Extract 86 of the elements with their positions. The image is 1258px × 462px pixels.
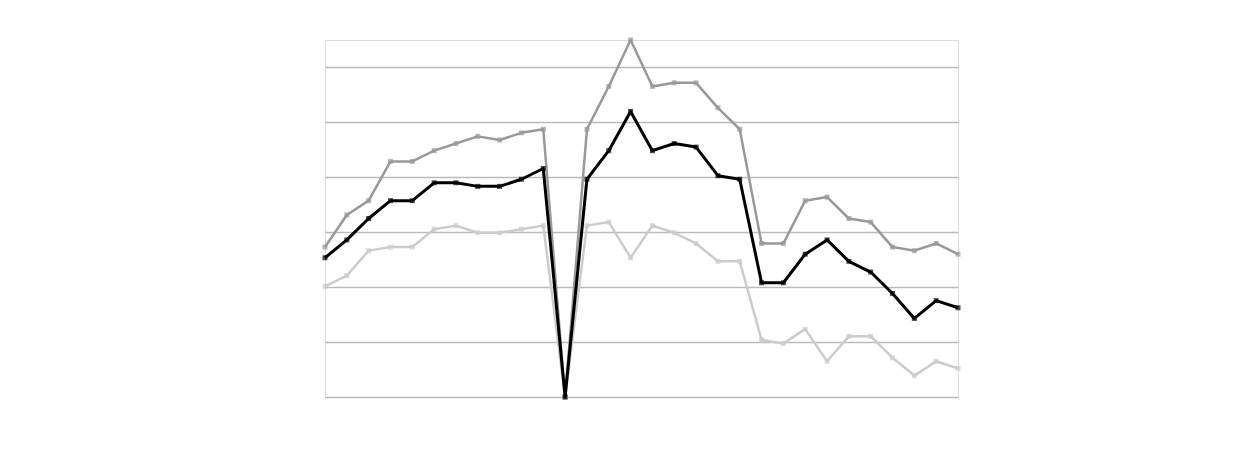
point (584, 126, 590, 132)
point (780, 280, 786, 286)
point (518, 130, 524, 136)
point (387, 244, 393, 250)
point (802, 251, 808, 257)
point (409, 158, 415, 164)
point (344, 273, 350, 279)
point (518, 176, 524, 182)
point (628, 108, 634, 114)
point (431, 226, 437, 232)
point (824, 194, 830, 200)
point (497, 183, 503, 189)
point (933, 240, 939, 246)
point (387, 158, 393, 164)
point (693, 80, 699, 86)
point (868, 333, 874, 339)
point (584, 223, 590, 229)
point (344, 212, 350, 218)
point (431, 148, 437, 154)
point (628, 37, 634, 43)
point (911, 315, 917, 321)
point (715, 258, 721, 264)
point (322, 255, 328, 261)
point (431, 180, 437, 186)
point (540, 223, 546, 229)
point (409, 244, 415, 250)
point (606, 148, 612, 154)
point (933, 358, 939, 364)
point (453, 180, 459, 186)
point (780, 240, 786, 246)
point (780, 340, 786, 346)
point (366, 198, 372, 204)
point (868, 219, 874, 225)
point (955, 305, 961, 311)
point (584, 176, 590, 182)
point (759, 240, 765, 246)
point (846, 258, 852, 264)
point (737, 126, 743, 132)
point (409, 198, 415, 204)
point (475, 230, 481, 236)
point (737, 176, 743, 182)
point (824, 237, 830, 243)
point (693, 144, 699, 150)
point (540, 126, 546, 132)
point (606, 219, 612, 225)
point (955, 251, 961, 257)
point (933, 298, 939, 304)
point (649, 83, 655, 89)
point (453, 141, 459, 147)
point (802, 326, 808, 332)
point (737, 258, 743, 264)
point (715, 173, 721, 179)
point (540, 166, 546, 172)
point (693, 240, 699, 246)
point (344, 237, 350, 243)
point (890, 290, 896, 296)
point (366, 248, 372, 254)
point (497, 230, 503, 236)
point (628, 255, 634, 261)
point (671, 141, 677, 147)
point (802, 198, 808, 204)
point (868, 269, 874, 275)
point (671, 80, 677, 86)
point (911, 373, 917, 379)
point (475, 183, 481, 189)
point (671, 230, 677, 236)
point (518, 226, 524, 232)
point (475, 133, 481, 139)
point (715, 105, 721, 111)
point (649, 148, 655, 154)
point (824, 358, 830, 364)
point (366, 216, 372, 221)
point (759, 280, 765, 286)
point (387, 198, 393, 204)
point (846, 216, 852, 221)
point (911, 248, 917, 254)
point (497, 137, 503, 143)
point (606, 83, 612, 89)
point (322, 244, 328, 250)
point (846, 333, 852, 339)
point (322, 283, 328, 289)
point (955, 365, 961, 371)
point (453, 223, 459, 229)
point (890, 355, 896, 361)
point (759, 337, 765, 343)
point (890, 244, 896, 250)
